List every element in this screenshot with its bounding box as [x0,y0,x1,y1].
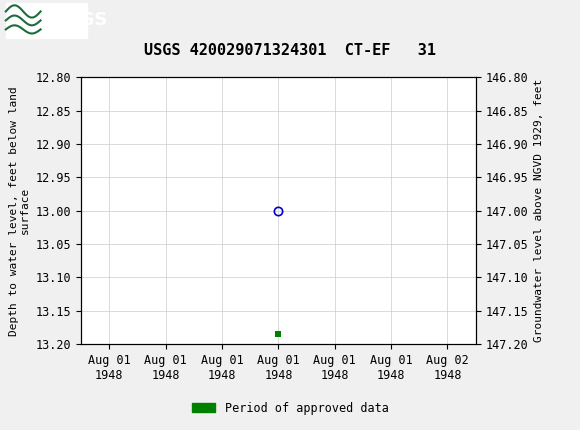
Y-axis label: Depth to water level, feet below land
surface: Depth to water level, feet below land su… [9,86,30,335]
Legend: Period of approved data: Period of approved data [187,397,393,420]
Y-axis label: Groundwater level above NGVD 1929, feet: Groundwater level above NGVD 1929, feet [534,79,543,342]
FancyBboxPatch shape [6,3,87,37]
Text: USGS 420029071324301  CT-EF   31: USGS 420029071324301 CT-EF 31 [144,43,436,58]
Text: USGS: USGS [52,12,107,29]
